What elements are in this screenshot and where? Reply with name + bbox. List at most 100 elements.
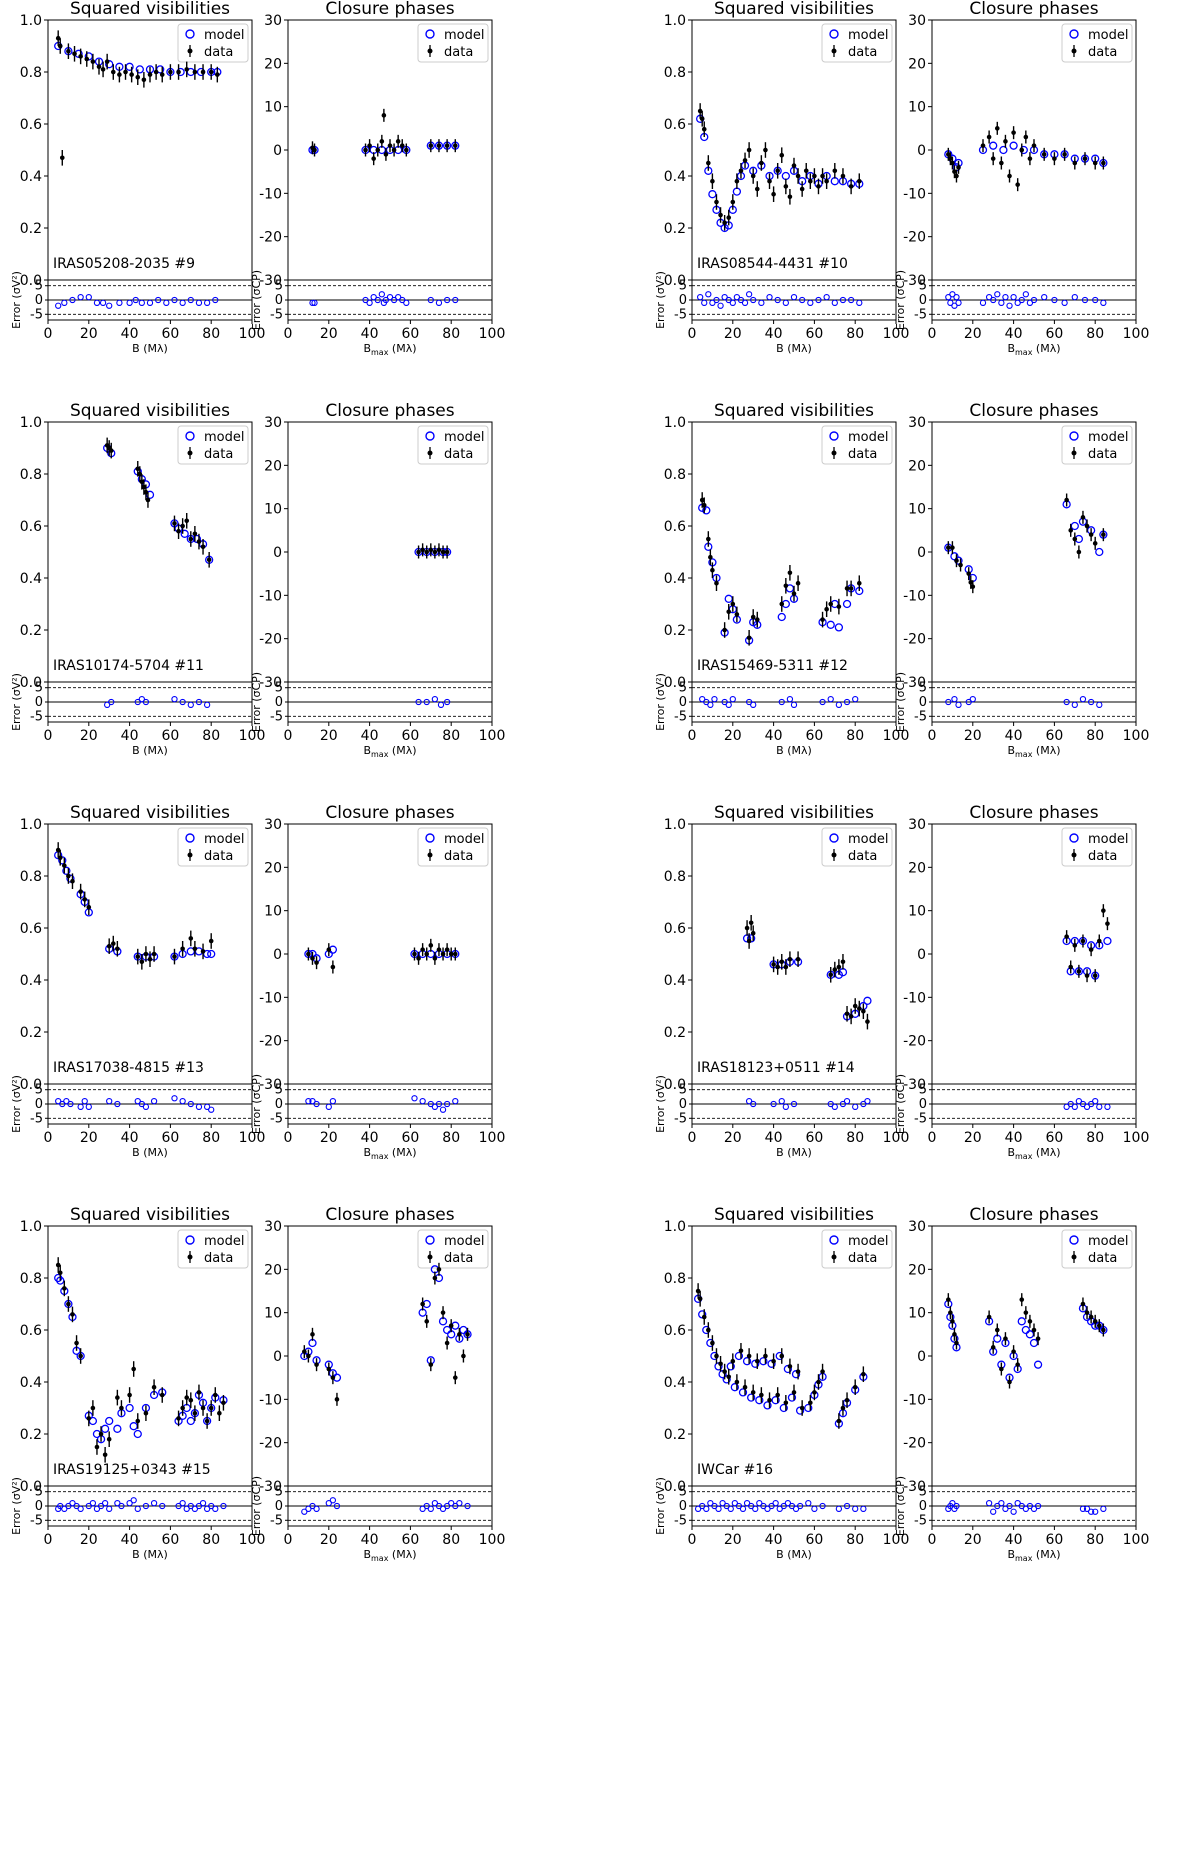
residual-point — [1051, 296, 1058, 304]
data-point — [1031, 143, 1037, 148]
data-point — [718, 1361, 723, 1367]
legend-data-label: data — [1088, 447, 1117, 462]
residual-point — [67, 1100, 74, 1108]
model-point — [180, 529, 189, 538]
y-tick-label: 0.8 — [20, 65, 42, 81]
data-point — [697, 108, 703, 114]
residual-y-tick-label: -5 — [270, 1513, 283, 1528]
residual-point — [1079, 1100, 1087, 1108]
data-point — [200, 949, 206, 954]
residual-point — [187, 1100, 194, 1108]
residual-point — [1002, 293, 1009, 301]
data-point — [1076, 549, 1082, 555]
x-axis-label: Bmax (Mλ) — [363, 1146, 416, 1161]
data-point — [1027, 1319, 1033, 1324]
residual-point — [847, 296, 855, 304]
y-tick-label: 10 — [264, 100, 282, 116]
data-point — [444, 143, 450, 148]
y-tick-label: 0.0 — [20, 1479, 42, 1495]
data-point — [192, 1410, 198, 1416]
residual-point — [758, 299, 765, 307]
residual-point — [464, 1502, 471, 1510]
legend-model-label: model — [1088, 1234, 1128, 1249]
model-point — [759, 1357, 768, 1366]
y-tick-label: 0 — [917, 947, 926, 963]
residual-y-axis-label: Error (σV²) — [654, 673, 667, 731]
y-tick-label: 0.4 — [664, 1375, 686, 1391]
data-point — [803, 168, 809, 174]
data-point — [832, 168, 838, 174]
legend-model-marker — [1069, 29, 1079, 39]
data-point — [94, 1444, 100, 1450]
residual-point — [126, 299, 133, 307]
data-point — [820, 617, 825, 622]
residual-point — [138, 1100, 145, 1108]
data-point — [787, 956, 793, 962]
model-point — [1029, 1338, 1039, 1348]
model-point — [135, 65, 144, 74]
residual-point — [1079, 695, 1087, 703]
data-point — [145, 497, 151, 503]
x-axis-label: B (Mλ) — [132, 744, 168, 757]
legend-box — [177, 1229, 249, 1269]
data-point — [192, 531, 198, 537]
data-point — [452, 951, 458, 957]
data-point — [1072, 943, 1078, 948]
residual-point — [979, 299, 987, 307]
data-point — [795, 956, 801, 962]
x-tick-label: 0 — [688, 326, 697, 342]
data-point — [310, 956, 315, 961]
model-point — [724, 594, 733, 603]
residual-point — [864, 1097, 871, 1105]
y-tick-label: 0.0 — [664, 675, 686, 691]
data-point — [143, 1410, 149, 1416]
residual-point — [104, 701, 111, 709]
data-point — [722, 627, 727, 633]
data-point — [326, 947, 332, 952]
residual-point — [1030, 1505, 1038, 1513]
data-point — [771, 191, 776, 197]
y-tick-label: -10 — [903, 990, 926, 1006]
residual-point — [1061, 299, 1068, 307]
data-point — [184, 518, 190, 524]
legend-box — [821, 23, 893, 63]
x-tick-label: 60 — [1045, 1532, 1063, 1548]
legend-model-label: model — [204, 430, 244, 445]
data-point — [200, 544, 206, 550]
data-point — [763, 147, 768, 153]
data-point — [1068, 964, 1074, 970]
residual-y-tick-label: 5 — [275, 681, 283, 696]
residual-y-tick-label: 5 — [275, 279, 283, 294]
residual-point — [301, 1508, 308, 1515]
x-axis-label: B (Mλ) — [776, 1146, 812, 1159]
data-point — [795, 1369, 801, 1374]
y-tick-label: 10 — [908, 502, 926, 518]
residual-point — [819, 1502, 826, 1510]
model-point — [863, 996, 872, 1005]
residual-point — [73, 1502, 80, 1510]
data-point — [208, 1405, 214, 1411]
residual-point — [1087, 698, 1095, 706]
data-point — [999, 160, 1004, 166]
residual-y-tick-label: -5 — [674, 1111, 687, 1126]
y-tick-label: 0.2 — [20, 1025, 42, 1041]
x-tick-label: 60 — [161, 326, 179, 342]
residual-point — [378, 291, 385, 298]
x-tick-label: 0 — [284, 326, 293, 342]
legend-box — [417, 827, 489, 867]
residual-point — [386, 293, 394, 301]
data-point — [1082, 156, 1088, 161]
data-point — [699, 116, 705, 122]
residual-point — [807, 299, 814, 307]
y-tick-label: -20 — [903, 1034, 926, 1050]
residual-point — [175, 1502, 182, 1510]
residual-point — [1092, 1097, 1099, 1105]
legend: model data — [177, 425, 249, 465]
x-tick-label: 80 — [442, 1130, 460, 1146]
residual-point — [856, 299, 863, 307]
data-point — [791, 1390, 797, 1395]
object-label: IRAS19125+0343 #15 — [53, 1462, 211, 1478]
residual-point — [723, 1502, 730, 1510]
data-point — [734, 178, 740, 184]
residual-point — [745, 1097, 753, 1105]
